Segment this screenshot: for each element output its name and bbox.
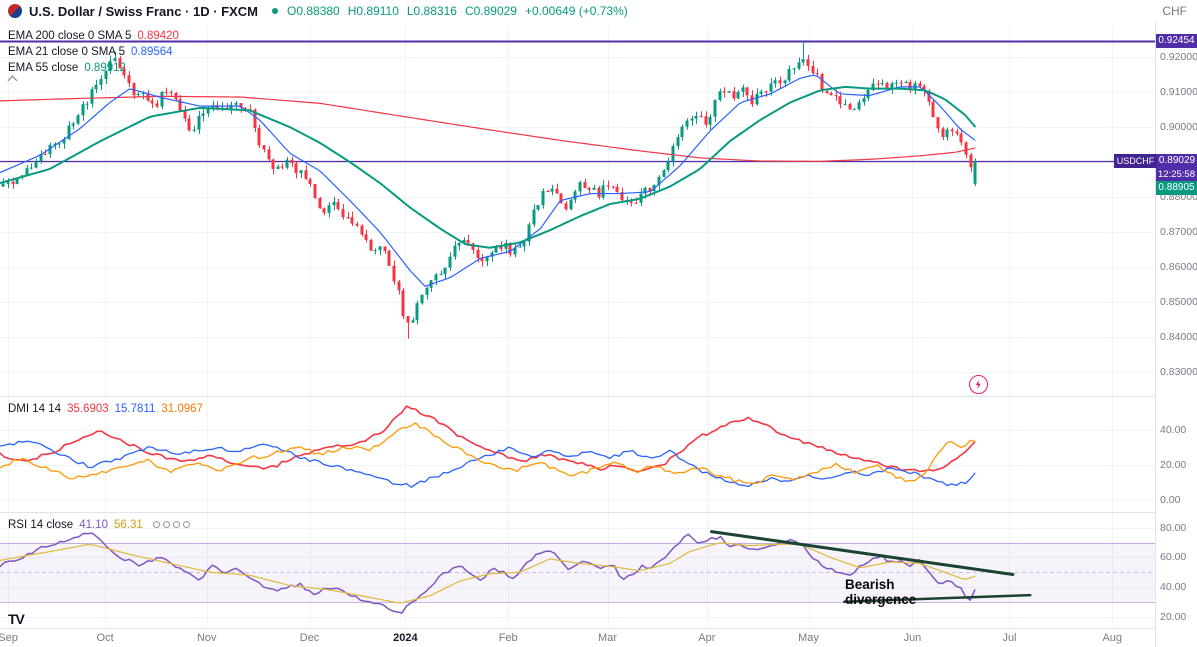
time-tick-label: Jun xyxy=(903,632,922,644)
time-tick-label: Jul xyxy=(1002,632,1017,644)
legend-rsi[interactable]: RSI 14 close 41.10 56.31 xyxy=(8,517,190,532)
time-tick-label: Apr xyxy=(698,632,716,644)
time-tick-label: Feb xyxy=(498,632,518,644)
symbol-logo-icon xyxy=(8,4,22,18)
dmi-plus-di-value: 15.7811 xyxy=(114,402,156,415)
time-tick-label: Sep xyxy=(0,632,18,644)
ema55-value: 0.89912 xyxy=(84,61,126,74)
time-tick-label: Oct xyxy=(96,632,114,644)
time-tick-label: May xyxy=(798,632,819,644)
scale-currency-label[interactable]: CHF xyxy=(1162,4,1187,18)
lightning-icon xyxy=(975,379,981,390)
legend-ema55[interactable]: EMA 55 close 0.89912 xyxy=(8,60,126,75)
panel-separator-axis xyxy=(0,628,1197,629)
scale-tick-label: 0.84000 xyxy=(1160,330,1197,343)
last-price-symbol: USDCHF xyxy=(1114,154,1157,169)
price-level-badge: 0.92454 xyxy=(1156,34,1197,49)
scale-tick-label: 0.91000 xyxy=(1160,86,1197,99)
scale-tick-label: 20.00 xyxy=(1160,610,1187,623)
market-status-dot-icon xyxy=(272,8,278,14)
scale-tick-label: 0.90000 xyxy=(1160,121,1197,134)
scale-tick-label: 80.00 xyxy=(1160,521,1187,534)
ohlc-change: +0.00649 (+0.73%) xyxy=(524,4,628,18)
rsi-label: RSI 14 close xyxy=(8,518,74,531)
time-tick-label: Mar xyxy=(598,632,617,644)
time-tick-label: Nov xyxy=(196,632,217,644)
scale-tick-label: 0.83000 xyxy=(1160,365,1197,378)
bearish-divergence-label: Bearish divergence xyxy=(845,577,916,607)
scale-tick-label: 40.00 xyxy=(1160,581,1187,594)
ema21-value: 0.89564 xyxy=(130,45,173,58)
quick-trade-button[interactable] xyxy=(969,375,988,394)
time-tick-label: 2024 xyxy=(393,632,418,644)
rsi-legend-dots[interactable] xyxy=(152,521,190,528)
scale-tick-label: 40.00 xyxy=(1160,423,1187,436)
price-scale[interactable]: 0.92454 12:25:58 0.88905 0.92000 0.91000 0… xyxy=(1156,22,1197,647)
panel-separator-price-dmi[interactable] xyxy=(0,396,1197,397)
dmi-label: DMI 14 14 xyxy=(8,402,62,415)
scale-tick-label: 60.00 xyxy=(1160,551,1187,564)
scale-tick-label: 0.92000 xyxy=(1160,51,1197,64)
ema21-label: EMA 21 close 0 SMA 5 xyxy=(8,45,125,58)
scale-tick-label: 0.86000 xyxy=(1160,261,1197,274)
panel-separator-dmi-rsi[interactable] xyxy=(0,512,1197,513)
scale-tick-label: 20.00 xyxy=(1160,458,1187,471)
annotation-line1: Bearish xyxy=(845,577,895,592)
legend-ema21[interactable]: EMA 21 close 0 SMA 5 0.89564 xyxy=(8,44,173,59)
scale-tick-label: 0.85000 xyxy=(1160,296,1197,308)
secondary-price-badge: 0.88905 xyxy=(1156,181,1197,196)
ema55-label: EMA 55 close xyxy=(8,61,79,74)
ohlc-low: L0.88316 xyxy=(406,4,457,18)
tradingview-logo[interactable]: TV xyxy=(8,611,25,627)
scale-tick-label: 0.00 xyxy=(1160,494,1181,507)
ohlc-close: C0.89029 xyxy=(464,4,517,18)
chart-toolbar: U.S. Dollar / Swiss Franc · 1D · FXCM O0… xyxy=(0,0,1197,22)
dmi-adx-value: 35.6903 xyxy=(67,402,109,415)
ohlc-open: O0.88380 xyxy=(287,4,340,18)
dmi-minus-di-value: 31.0967 xyxy=(161,402,203,415)
legend-dmi[interactable]: DMI 14 14 35.6903 15.7811 31.0967 xyxy=(8,401,203,416)
scale-separator xyxy=(1155,22,1156,647)
countdown-badge: 12:25:58 xyxy=(1156,168,1197,182)
time-axis[interactable]: Sep Oct Nov Dec 2024 Feb Mar Apr May Jun Jul Aug xyxy=(0,629,1155,647)
ohlc-high: H0.89110 xyxy=(347,4,399,18)
ema200-label: EMA 200 close 0 SMA 5 xyxy=(8,29,132,42)
time-tick-label: Dec xyxy=(299,632,320,644)
scale-tick-label: 0.87000 xyxy=(1160,226,1197,239)
symbol-title[interactable]: U.S. Dollar / Swiss Franc · 1D · FXCM xyxy=(29,3,258,19)
rsi-value: 41.10 xyxy=(79,518,108,531)
rsi-ma-value: 56.31 xyxy=(113,518,143,531)
annotation-line2: divergence xyxy=(845,592,917,607)
last-price-badge: USDCHF 0.89029 xyxy=(1114,154,1197,169)
ema200-value: 0.89420 xyxy=(137,29,179,42)
ohlc-row: O0.88380 H0.89110 L0.88316 C0.89029 +0.0… xyxy=(287,4,628,18)
legend-ema200[interactable]: EMA 200 close 0 SMA 5 0.89420 xyxy=(8,28,179,43)
time-tick-label: Aug xyxy=(1102,632,1123,644)
last-price-value: 0.89029 xyxy=(1157,154,1197,169)
